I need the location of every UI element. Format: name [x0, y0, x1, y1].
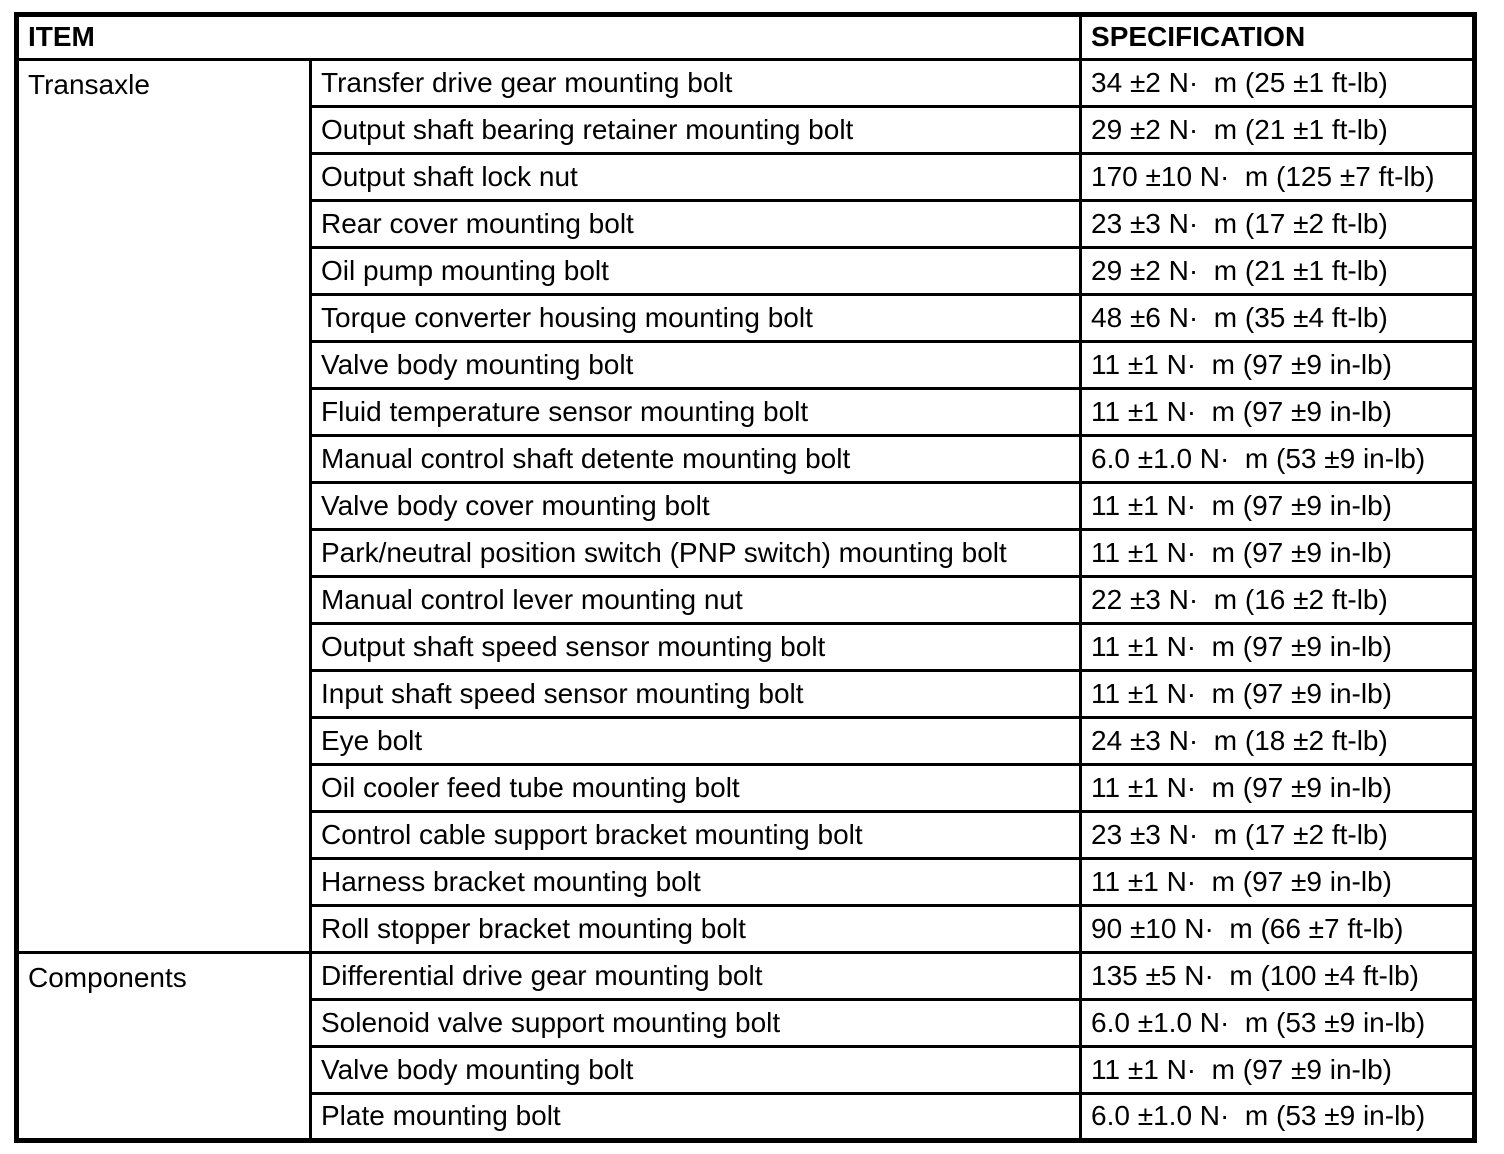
spec-cell: 23 ±3 N· m (17 ±2 ft-lb): [1079, 810, 1477, 860]
table-row: Eye bolt 24 ±3 N· m (18 ±2 ft-lb): [17, 716, 1477, 766]
spec-cell: 34 ±2 N· m (25 ±1 ft-lb): [1079, 58, 1477, 108]
table-row: Park/neutral position switch (PNP switch…: [17, 528, 1477, 578]
specification-column-header: SPECIFICATION: [1079, 13, 1477, 61]
table-row: Input shaft speed sensor mounting bolt 11…: [17, 669, 1477, 719]
item-cell: Control cable support bracket mounting b…: [308, 810, 1083, 860]
spec-cell: 11 ±1 N· m (97 ±9 in-lb): [1079, 622, 1477, 672]
item-cell: Harness bracket mounting bolt: [308, 857, 1083, 907]
item-cell: Transfer drive gear mounting bolt: [308, 58, 1083, 108]
table-row: Control cable support bracket mounting b…: [17, 810, 1477, 860]
item-cell: Manual control shaft detente mounting bo…: [308, 434, 1083, 484]
table-row: Output shaft speed sensor mounting bolt 1…: [17, 622, 1477, 672]
item-cell: Park/neutral position switch (PNP switch…: [308, 528, 1083, 578]
item-cell: Differential drive gear mounting bolt: [308, 951, 1083, 1001]
table-row: Torque converter housing mounting bolt 48…: [17, 293, 1477, 343]
spec-cell: 24 ±3 N· m (18 ±2 ft-lb): [1079, 716, 1477, 766]
torque-specification-table: ITEM SPECIFICATION Transaxle Transfer dri…: [14, 12, 1478, 1143]
table-row: Valve body mounting bolt 11 ±1 N· m (97 ±…: [17, 1045, 1477, 1095]
table-row: Output shaft lock nut 170 ±10 N· m (125 ±…: [17, 152, 1477, 202]
item-cell: Valve body cover mounting bolt: [308, 481, 1083, 531]
item-column-header: ITEM: [14, 13, 1083, 61]
item-cell: Torque converter housing mounting bolt: [308, 293, 1083, 343]
table-row: Valve body cover mounting bolt 11 ±1 N· m…: [17, 481, 1477, 531]
item-cell: Eye bolt: [308, 716, 1083, 766]
header-row: ITEM SPECIFICATION: [14, 13, 1477, 61]
spec-cell: 22 ±3 N· m (16 ±2 ft-lb): [1079, 575, 1477, 625]
table-row: Oil pump mounting bolt 29 ±2 N· m (21 ±1 …: [17, 246, 1477, 296]
spec-cell: 11 ±1 N· m (97 ±9 in-lb): [1079, 1045, 1477, 1095]
spec-cell: 23 ±3 N· m (17 ±2 ft-lb): [1079, 199, 1477, 249]
spec-cell: 11 ±1 N· m (97 ±9 in-lb): [1079, 763, 1477, 813]
table-row: Components Differential drive gear mounti…: [15, 951, 1477, 1142]
table-row: Valve body mounting bolt 11 ±1 N· m (97 ±…: [17, 340, 1477, 390]
table-row: Harness bracket mounting bolt 11 ±1 N· m …: [17, 857, 1477, 907]
spec-cell: 90 ±10 N· m (66 ±7 ft-lb): [1079, 904, 1477, 954]
item-cell: Valve body mounting bolt: [308, 340, 1083, 390]
spec-cell: 29 ±2 N· m (21 ±1 ft-lb): [1079, 105, 1477, 155]
item-cell: Roll stopper bracket mounting bolt: [308, 904, 1083, 954]
item-cell: Plate mounting bolt: [308, 1092, 1083, 1142]
table-row: Oil cooler feed tube mounting bolt 11 ±1 …: [17, 763, 1477, 813]
table-row: Roll stopper bracket mounting bolt 90 ±10…: [17, 904, 1477, 954]
table-row: Manual control lever mounting nut 22 ±3 N…: [17, 575, 1477, 625]
spec-cell: 6.0 ±1.0 N· m (53 ±9 in-lb): [1079, 434, 1477, 484]
item-cell: Solenoid valve support mounting bolt: [308, 998, 1083, 1048]
spec-cell: 135 ±5 N· m (100 ±4 ft-lb): [1079, 951, 1477, 1001]
spec-cell: 11 ±1 N· m (97 ±9 in-lb): [1079, 340, 1477, 390]
table-row: Manual control shaft detente mounting bo…: [17, 434, 1477, 484]
item-cell: Output shaft lock nut: [308, 152, 1083, 202]
table-row: Output shaft bearing retainer mounting b…: [17, 105, 1477, 155]
item-cell: Oil pump mounting bolt: [308, 246, 1083, 296]
table-row: Rear cover mounting bolt 23 ±3 N· m (17 ±…: [17, 199, 1477, 249]
item-cell: Input shaft speed sensor mounting bolt: [308, 669, 1083, 719]
spec-cell: 170 ±10 N· m (125 ±7 ft-lb): [1079, 152, 1477, 202]
table-row: Fluid temperature sensor mounting bolt 11…: [17, 387, 1477, 437]
spec-cell: 11 ±1 N· m (97 ±9 in-lb): [1079, 669, 1477, 719]
spec-cell: 48 ±6 N· m (35 ±4 ft-lb): [1079, 293, 1477, 343]
spec-cell: 11 ±1 N· m (97 ±9 in-lb): [1079, 387, 1477, 437]
table-row: Solenoid valve support mounting bolt 6.0 …: [17, 998, 1477, 1048]
table-row: Plate mounting bolt 6.0 ±1.0 N· m (53 ±9 …: [17, 1092, 1477, 1142]
item-cell: Manual control lever mounting nut: [308, 575, 1083, 625]
group-cell-components: Components: [15, 951, 312, 1142]
spec-table-body: Transaxle Transfer drive gear mounting bo…: [15, 58, 1477, 1142]
item-cell: Output shaft bearing retainer mounting b…: [308, 105, 1083, 155]
table-header: ITEM SPECIFICATION: [14, 13, 1477, 61]
spec-cell: 29 ±2 N· m (21 ±1 ft-lb): [1079, 246, 1477, 296]
spec-cell: 11 ±1 N· m (97 ±9 in-lb): [1079, 528, 1477, 578]
item-cell: Rear cover mounting bolt: [308, 199, 1083, 249]
item-cell: Output shaft speed sensor mounting bolt: [308, 622, 1083, 672]
item-cell: Oil cooler feed tube mounting bolt: [308, 763, 1083, 813]
spec-cell: 11 ±1 N· m (97 ±9 in-lb): [1079, 481, 1477, 531]
group-cell-transaxle: Transaxle: [15, 58, 312, 954]
table-row: Transaxle Transfer drive gear mounting bo…: [15, 58, 1477, 954]
item-cell: Fluid temperature sensor mounting bolt: [308, 387, 1083, 437]
spec-cell: 6.0 ±1.0 N· m (53 ±9 in-lb): [1079, 1092, 1477, 1142]
spec-cell: 6.0 ±1.0 N· m (53 ±9 in-lb): [1079, 998, 1477, 1048]
spec-cell: 11 ±1 N· m (97 ±9 in-lb): [1079, 857, 1477, 907]
item-cell: Valve body mounting bolt: [308, 1045, 1083, 1095]
